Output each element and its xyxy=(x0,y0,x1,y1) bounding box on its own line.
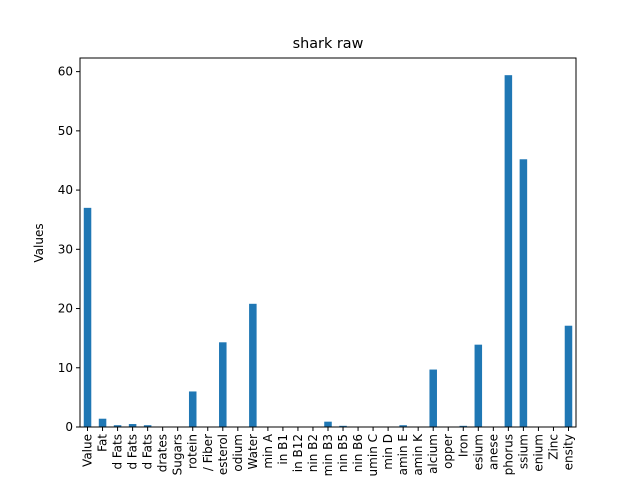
bar-2 xyxy=(113,425,122,427)
bar-29 xyxy=(519,159,528,427)
x-tick-label: Water xyxy=(246,434,260,470)
x-tick-label: umin C xyxy=(366,434,380,476)
x-tick-label: nin B2 xyxy=(306,434,320,472)
bar-26 xyxy=(474,344,483,427)
x-tick-label: Fat xyxy=(96,434,110,452)
x-tick-label: odium xyxy=(231,434,245,472)
x-tick-label: opper xyxy=(441,434,455,469)
x-tick-label: ssium xyxy=(516,434,530,469)
x-tick-label: in B1 xyxy=(276,434,290,465)
bar-17 xyxy=(339,425,347,427)
bar-4 xyxy=(143,425,152,427)
y-tick-label: 60 xyxy=(58,65,73,79)
y-tick-label: 20 xyxy=(58,302,73,316)
x-tick-label: amin E xyxy=(396,434,410,475)
x-tick-label: / Fiber xyxy=(201,434,215,471)
bar-11 xyxy=(249,303,257,427)
bar-9 xyxy=(219,342,227,427)
x-tick-label: esterol xyxy=(216,434,230,475)
bar-3 xyxy=(128,424,137,427)
chart-title: shark raw xyxy=(293,36,364,52)
bar-21 xyxy=(399,425,407,427)
y-tick-label: 0 xyxy=(65,420,73,434)
x-tick-label: d Fats xyxy=(111,434,125,470)
x-tick-label: Sugars xyxy=(171,434,185,475)
bar-25 xyxy=(459,425,468,427)
y-tick-label: 40 xyxy=(58,183,73,197)
x-tick-label: in B12 xyxy=(291,434,305,472)
x-tick-label: min D xyxy=(381,434,395,470)
y-tick-label: 50 xyxy=(58,124,73,138)
x-tick-label: nin B6 xyxy=(351,434,365,472)
bar-1 xyxy=(98,418,107,427)
y-axis: 0 10 20 30 40 50 60 xyxy=(58,65,80,434)
plot-frame xyxy=(79,57,577,428)
x-tick-label: min A xyxy=(261,433,275,468)
bar-7 xyxy=(188,391,197,427)
y-axis-title: Values xyxy=(32,223,46,262)
x-tick-label: ensity xyxy=(561,434,575,470)
bar-0 xyxy=(83,207,92,427)
x-tick-label: Iron xyxy=(456,434,470,457)
x-axis: Value Fat d Fats d Fats d Fats drates Sugars ro… xyxy=(81,427,575,476)
x-tick-label: phorus xyxy=(501,434,515,475)
x-tick-label: alcium xyxy=(426,434,440,474)
x-tick-label: Value xyxy=(81,434,95,467)
bars-group xyxy=(83,75,573,428)
x-tick-label: amin K xyxy=(411,433,425,476)
x-tick-label: min B3 xyxy=(321,434,335,476)
y-tick-label: 30 xyxy=(58,242,73,256)
x-tick-label: Zinc xyxy=(546,434,560,460)
bar-23 xyxy=(429,369,437,427)
x-tick-label: enium xyxy=(531,434,545,472)
x-tick-label: rotein xyxy=(186,434,200,469)
bar-28 xyxy=(504,75,513,428)
x-tick-label: d Fats xyxy=(141,434,155,470)
x-tick-label: nin B5 xyxy=(336,434,350,472)
x-tick-label: drates xyxy=(156,434,170,472)
x-tick-label: anese xyxy=(486,434,500,470)
bar-32 xyxy=(564,325,573,427)
bar-16 xyxy=(324,421,332,427)
x-tick-label: d Fats xyxy=(126,434,140,470)
x-tick-label: esium xyxy=(471,434,485,470)
y-tick-label: 10 xyxy=(58,361,73,375)
